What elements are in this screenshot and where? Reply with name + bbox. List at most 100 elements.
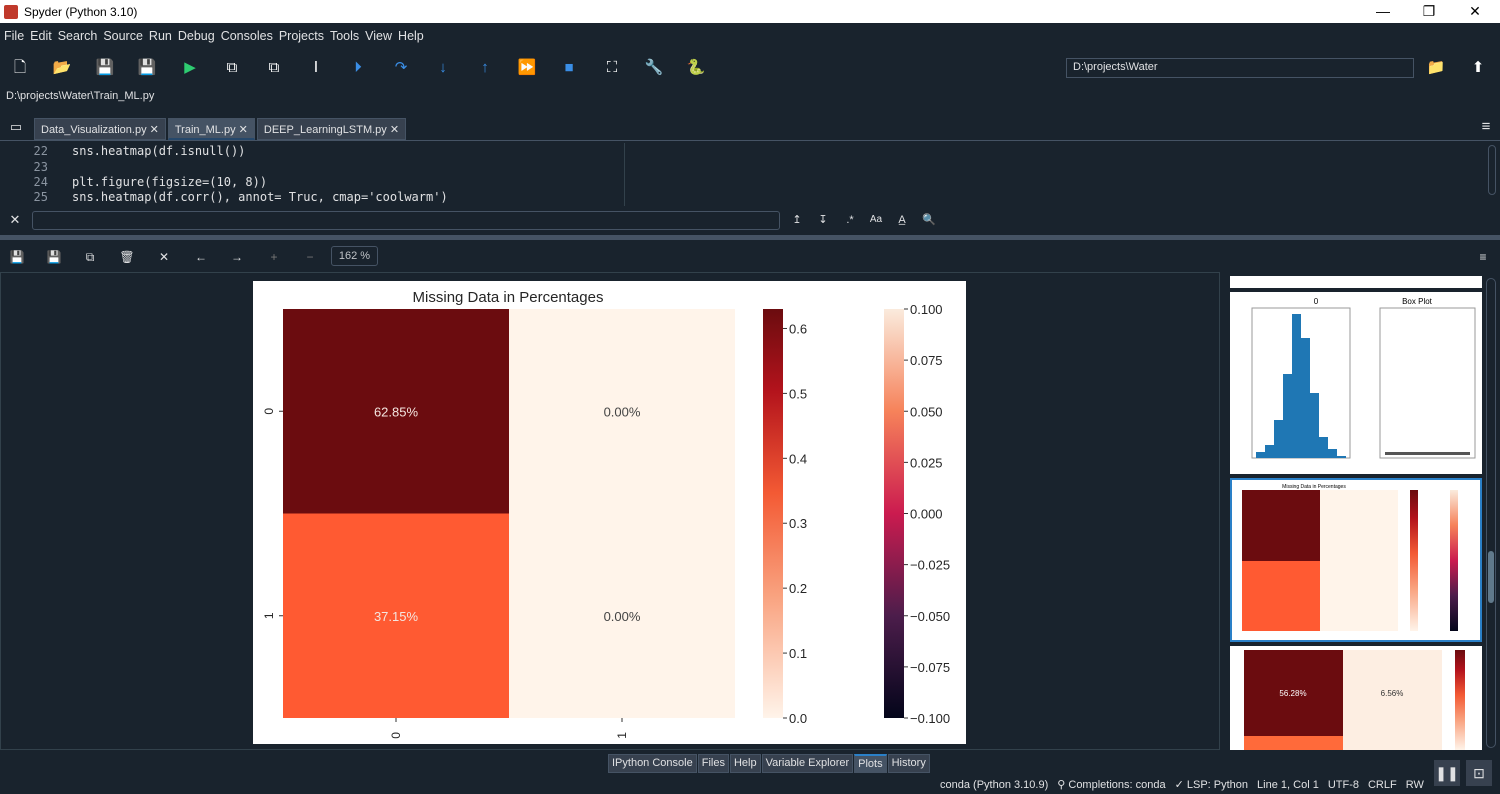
next-plot-icon[interactable]: → <box>231 250 243 264</box>
thumbnail-partial[interactable] <box>1230 276 1482 288</box>
new-file-icon[interactable]: 🗋 <box>13 59 27 76</box>
run-icon[interactable]: ▶ <box>184 59 196 76</box>
figure: Missing Data in Percentages 62.85% 0.00% 37… <box>253 281 966 744</box>
menu-run[interactable]: Run <box>148 29 172 43</box>
main-toolbar: 🗋 📂 💾 💾 ▶ ⧉ ⧉ Ⅰ ⏵ ↷ ↓ ↑ ⏩ ■ ⛶ 🔧 🐍 📁 ⬆ <box>0 50 1500 86</box>
working-directory-input[interactable]: D:\projects\Water <box>1066 58 1414 78</box>
save-all-icon[interactable]: 💾 <box>137 59 157 76</box>
find-next-icon[interactable]: ↧ <box>818 214 828 226</box>
line-number: 22 <box>33 144 48 158</box>
menu-projects[interactable]: Projects <box>278 29 324 43</box>
scrollbar-thumb[interactable] <box>1488 551 1494 603</box>
menu-consoles[interactable]: Consoles <box>220 29 273 43</box>
line-length-marker <box>624 143 625 206</box>
minimize-button[interactable]: — <box>1376 3 1390 19</box>
zoom-in-icon[interactable]: + <box>270 250 278 264</box>
presentation-icon[interactable]: ⊡ <box>1466 760 1492 786</box>
status-lsp: ✓ LSP: Python <box>1174 779 1249 791</box>
run-cell-advance-icon[interactable]: ⧉ <box>268 59 280 76</box>
line-number: 23 <box>33 160 48 174</box>
tab-help[interactable]: Help <box>729 754 761 773</box>
maximize-pane-icon[interactable]: ⛶ <box>606 59 618 76</box>
regex-icon[interactable]: .* <box>846 214 854 226</box>
run-cell-icon[interactable]: ⧉ <box>226 59 238 76</box>
stop-icon[interactable]: ■ <box>564 59 574 76</box>
close-window-button[interactable]: ✕ <box>1469 3 1481 19</box>
step-icon[interactable]: ↷ <box>394 59 408 76</box>
status-encoding: UTF-8 <box>1327 778 1359 791</box>
menu-file[interactable]: File <box>4 29 25 43</box>
remove-plot-icon[interactable]: 🗑 <box>119 250 135 264</box>
colorbar-tick-label: −0.075 <box>910 660 950 675</box>
plots-options-menu-icon[interactable]: ≡ <box>1479 250 1487 264</box>
menu-search[interactable]: Search <box>57 29 98 43</box>
maximize-button[interactable]: ❐ <box>1422 3 1436 19</box>
tab-files[interactable]: Files <box>697 754 729 773</box>
tab-ipython-console[interactable]: IPython Console <box>608 754 697 773</box>
preferences-wrench-icon[interactable]: 🔧 <box>644 59 664 76</box>
whole-word-icon[interactable]: A̲ <box>898 214 906 226</box>
editor-tabs: ▭ Data_Visualization.py ✕ Train_ML.py ✕ … <box>0 115 1500 141</box>
search-selection-icon[interactable]: 🔍 <box>922 214 936 226</box>
step-return-icon[interactable]: ↑ <box>481 59 489 76</box>
open-file-icon[interactable]: 📂 <box>52 59 72 76</box>
menu-debug[interactable]: Debug <box>177 29 215 43</box>
find-input[interactable] <box>32 211 780 230</box>
colorbar-tick-label: 0.3 <box>789 516 807 531</box>
pause-icon[interactable]: ❚❚ <box>1434 760 1460 786</box>
editor-scrollbar[interactable] <box>1488 145 1496 195</box>
tab-plots[interactable]: Plots <box>854 754 887 773</box>
find-previous-icon[interactable]: ↥ <box>792 214 802 226</box>
pane-tabs: IPython Console Files Help Variable Expl… <box>608 754 931 773</box>
thumbnail-scrollbar[interactable] <box>1486 278 1496 748</box>
thumbnail-histogram[interactable]: 0 Box Plot <box>1230 292 1482 474</box>
editor-options-menu-icon[interactable]: ≡ <box>1481 118 1491 135</box>
save-plot-icon[interactable]: 💾 <box>9 250 25 264</box>
thumbnail-missing-data-selected[interactable]: Missing Data in Percentages <box>1230 478 1482 642</box>
editor-file-path: D:\projects\Water\Train_ML.py <box>6 90 155 102</box>
tab-label: Data_Visualization.py <box>41 124 147 136</box>
close-tab-icon[interactable]: ✕ <box>389 124 400 136</box>
save-all-plots-icon[interactable]: 💾 <box>46 250 62 264</box>
code-line: plt.figure(figsize=(10, 8)) <box>72 175 268 189</box>
parent-directory-icon[interactable]: ⬆ <box>1471 59 1485 76</box>
menu-tools[interactable]: Tools <box>329 29 360 43</box>
menu-view[interactable]: View <box>365 29 393 43</box>
menu-edit[interactable]: Edit <box>30 29 52 43</box>
remove-all-plots-icon[interactable]: ✕ <box>158 250 170 264</box>
menu-help[interactable]: Help <box>398 29 424 43</box>
previous-plot-icon[interactable]: ← <box>195 250 207 264</box>
continue-icon[interactable]: ⏩ <box>517 59 537 76</box>
pane-splitter[interactable] <box>0 235 1500 240</box>
tab-data-visualization[interactable]: Data_Visualization.py ✕ <box>34 118 166 140</box>
save-icon[interactable]: 💾 <box>95 59 115 76</box>
code-editor[interactable]: 22 sns.heatmap(df.isnull()) 23 24 plt.fi… <box>4 143 1496 206</box>
tab-train-ml[interactable]: Train_ML.py ✕ <box>167 118 255 140</box>
case-sensitive-icon[interactable]: Aa <box>869 214 883 225</box>
tab-variable-explorer[interactable]: Variable Explorer <box>761 754 854 773</box>
debug-icon[interactable]: ⏵ <box>354 59 362 76</box>
tab-history[interactable]: History <box>887 754 930 773</box>
x-tick-label: 0 <box>389 732 403 739</box>
copy-plot-icon[interactable]: ⧉ <box>85 250 95 264</box>
thumb-title: Missing Data in Percentages <box>1282 484 1346 490</box>
tab-deep-learning-lstm[interactable]: DEEP_LearningLSTM.py ✕ <box>256 118 407 140</box>
run-selection-icon[interactable]: Ⅰ <box>313 59 319 76</box>
box-title: Box Plot <box>1402 297 1433 306</box>
browse-folder-icon[interactable]: 📁 <box>1426 59 1446 76</box>
close-find-icon[interactable]: ✕ <box>9 212 21 227</box>
status-env[interactable]: conda (Python 3.10.9) <box>940 778 1049 791</box>
close-tab-icon[interactable]: ✕ <box>149 124 159 136</box>
thumbnail-heatmap-2[interactable]: 56.28% 6.56% <box>1230 646 1482 750</box>
python-path-icon[interactable]: 🐍 <box>686 59 706 76</box>
close-tab-icon[interactable]: ✕ <box>238 124 248 136</box>
line-number: 24 <box>33 175 48 189</box>
zoom-out-icon[interactable]: − <box>306 250 314 264</box>
status-completions: ⚲ Completions: conda <box>1057 779 1166 791</box>
annotation: 6.56% <box>1381 689 1404 698</box>
step-into-icon[interactable]: ↓ <box>439 59 447 76</box>
menu-bar: File Edit Search Source Run Debug Consol… <box>0 25 1500 47</box>
menu-source[interactable]: Source <box>103 29 143 43</box>
zoom-level[interactable]: 162 % <box>331 246 378 266</box>
browse-tabs-icon[interactable]: ▭ <box>9 119 23 134</box>
